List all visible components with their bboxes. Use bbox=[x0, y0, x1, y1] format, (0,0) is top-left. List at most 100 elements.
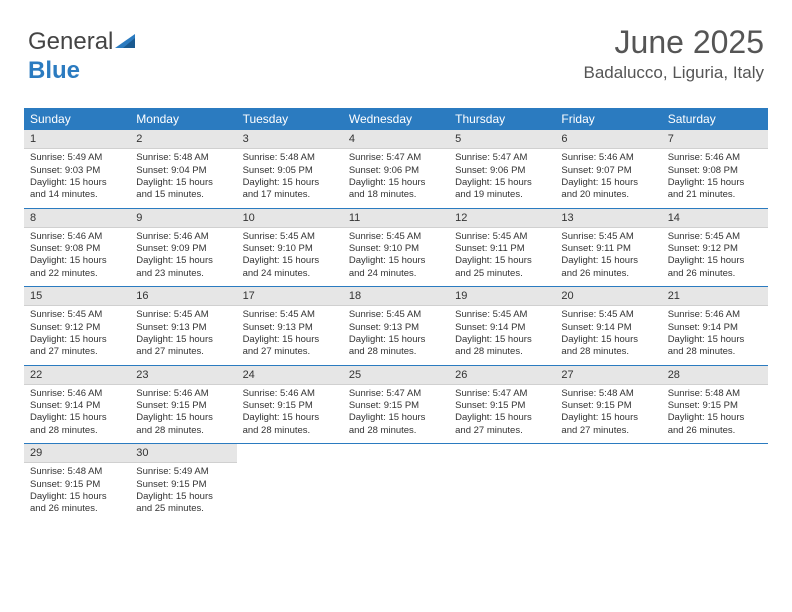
month-title: June 2025 bbox=[584, 24, 765, 61]
sunset-line: Sunset: 9:10 PM bbox=[349, 243, 443, 255]
day-number: 26 bbox=[449, 366, 555, 385]
day-cell bbox=[449, 444, 555, 522]
daylight-line: Daylight: 15 hours and 26 minutes. bbox=[668, 255, 762, 280]
day-number: 17 bbox=[237, 287, 343, 306]
col-fri: Friday bbox=[555, 108, 661, 130]
day-number: 8 bbox=[24, 209, 130, 228]
sunrise-line: Sunrise: 5:45 AM bbox=[136, 309, 230, 321]
day-cell: 5Sunrise: 5:47 AMSunset: 9:06 PMDaylight… bbox=[449, 130, 555, 208]
sunset-line: Sunset: 9:13 PM bbox=[349, 322, 443, 334]
sunset-line: Sunset: 9:14 PM bbox=[30, 400, 124, 412]
day-cell: 4Sunrise: 5:47 AMSunset: 9:06 PMDaylight… bbox=[343, 130, 449, 208]
day-body: Sunrise: 5:45 AMSunset: 9:14 PMDaylight:… bbox=[555, 306, 661, 362]
day-cell: 19Sunrise: 5:45 AMSunset: 9:14 PMDayligh… bbox=[449, 287, 555, 365]
day-body: Sunrise: 5:46 AMSunset: 9:15 PMDaylight:… bbox=[237, 385, 343, 441]
day-number: 9 bbox=[130, 209, 236, 228]
day-number: 28 bbox=[662, 366, 768, 385]
day-cell: 27Sunrise: 5:48 AMSunset: 9:15 PMDayligh… bbox=[555, 366, 661, 444]
day-body: Sunrise: 5:49 AMSunset: 9:15 PMDaylight:… bbox=[130, 463, 236, 519]
day-cell: 13Sunrise: 5:45 AMSunset: 9:11 PMDayligh… bbox=[555, 209, 661, 287]
sunset-line: Sunset: 9:04 PM bbox=[136, 165, 230, 177]
sunset-line: Sunset: 9:14 PM bbox=[561, 322, 655, 334]
day-number: 29 bbox=[24, 444, 130, 463]
daylight-line: Daylight: 15 hours and 15 minutes. bbox=[136, 177, 230, 202]
sunset-line: Sunset: 9:12 PM bbox=[668, 243, 762, 255]
day-body: Sunrise: 5:47 AMSunset: 9:06 PMDaylight:… bbox=[449, 149, 555, 205]
day-number: 22 bbox=[24, 366, 130, 385]
day-cell: 2Sunrise: 5:48 AMSunset: 9:04 PMDaylight… bbox=[130, 130, 236, 208]
sunrise-line: Sunrise: 5:46 AM bbox=[668, 309, 762, 321]
sunset-line: Sunset: 9:15 PM bbox=[136, 479, 230, 491]
day-number: 11 bbox=[343, 209, 449, 228]
day-cell: 30Sunrise: 5:49 AMSunset: 9:15 PMDayligh… bbox=[130, 444, 236, 522]
sunrise-line: Sunrise: 5:46 AM bbox=[561, 152, 655, 164]
sunset-line: Sunset: 9:15 PM bbox=[30, 479, 124, 491]
sunrise-line: Sunrise: 5:45 AM bbox=[561, 309, 655, 321]
day-number: 21 bbox=[662, 287, 768, 306]
day-cell: 9Sunrise: 5:46 AMSunset: 9:09 PMDaylight… bbox=[130, 209, 236, 287]
sunset-line: Sunset: 9:09 PM bbox=[136, 243, 230, 255]
col-mon: Monday bbox=[130, 108, 236, 130]
sunset-line: Sunset: 9:11 PM bbox=[455, 243, 549, 255]
sunrise-line: Sunrise: 5:47 AM bbox=[349, 152, 443, 164]
day-body: Sunrise: 5:45 AMSunset: 9:13 PMDaylight:… bbox=[130, 306, 236, 362]
sunset-line: Sunset: 9:06 PM bbox=[455, 165, 549, 177]
col-sun: Sunday bbox=[24, 108, 130, 130]
sunset-line: Sunset: 9:15 PM bbox=[243, 400, 337, 412]
sunrise-line: Sunrise: 5:48 AM bbox=[136, 152, 230, 164]
day-cell: 1Sunrise: 5:49 AMSunset: 9:03 PMDaylight… bbox=[24, 130, 130, 208]
day-body: Sunrise: 5:46 AMSunset: 9:08 PMDaylight:… bbox=[24, 228, 130, 284]
day-number: 7 bbox=[662, 130, 768, 149]
daylight-line: Daylight: 15 hours and 25 minutes. bbox=[136, 491, 230, 516]
daylight-line: Daylight: 15 hours and 26 minutes. bbox=[30, 491, 124, 516]
sunrise-line: Sunrise: 5:45 AM bbox=[668, 231, 762, 243]
day-body: Sunrise: 5:48 AMSunset: 9:15 PMDaylight:… bbox=[555, 385, 661, 441]
sunset-line: Sunset: 9:07 PM bbox=[561, 165, 655, 177]
sunrise-line: Sunrise: 5:48 AM bbox=[561, 388, 655, 400]
location-label: Badalucco, Liguria, Italy bbox=[584, 63, 765, 83]
day-body: Sunrise: 5:47 AMSunset: 9:15 PMDaylight:… bbox=[449, 385, 555, 441]
day-body: Sunrise: 5:45 AMSunset: 9:12 PMDaylight:… bbox=[24, 306, 130, 362]
day-cell: 24Sunrise: 5:46 AMSunset: 9:15 PMDayligh… bbox=[237, 366, 343, 444]
day-cell: 16Sunrise: 5:45 AMSunset: 9:13 PMDayligh… bbox=[130, 287, 236, 365]
day-cell bbox=[555, 444, 661, 522]
daylight-line: Daylight: 15 hours and 28 minutes. bbox=[30, 412, 124, 437]
sunrise-line: Sunrise: 5:46 AM bbox=[30, 231, 124, 243]
day-cell: 6Sunrise: 5:46 AMSunset: 9:07 PMDaylight… bbox=[555, 130, 661, 208]
daylight-line: Daylight: 15 hours and 26 minutes. bbox=[561, 255, 655, 280]
day-body: Sunrise: 5:46 AMSunset: 9:08 PMDaylight:… bbox=[662, 149, 768, 205]
sunrise-line: Sunrise: 5:47 AM bbox=[349, 388, 443, 400]
daylight-line: Daylight: 15 hours and 27 minutes. bbox=[136, 334, 230, 359]
day-body: Sunrise: 5:45 AMSunset: 9:11 PMDaylight:… bbox=[449, 228, 555, 284]
daylight-line: Daylight: 15 hours and 28 minutes. bbox=[561, 334, 655, 359]
daylight-line: Daylight: 15 hours and 22 minutes. bbox=[30, 255, 124, 280]
day-body: Sunrise: 5:45 AMSunset: 9:10 PMDaylight:… bbox=[343, 228, 449, 284]
day-body: Sunrise: 5:46 AMSunset: 9:14 PMDaylight:… bbox=[662, 306, 768, 362]
daylight-line: Daylight: 15 hours and 28 minutes. bbox=[668, 334, 762, 359]
logo-word2: Blue bbox=[28, 57, 80, 84]
daylight-line: Daylight: 15 hours and 21 minutes. bbox=[668, 177, 762, 202]
header: June 2025 Badalucco, Liguria, Italy bbox=[584, 24, 765, 83]
sunrise-line: Sunrise: 5:49 AM bbox=[136, 466, 230, 478]
sunset-line: Sunset: 9:14 PM bbox=[668, 322, 762, 334]
sunset-line: Sunset: 9:12 PM bbox=[30, 322, 124, 334]
day-number: 6 bbox=[555, 130, 661, 149]
day-cell bbox=[237, 444, 343, 522]
daylight-line: Daylight: 15 hours and 28 minutes. bbox=[349, 334, 443, 359]
day-cell: 3Sunrise: 5:48 AMSunset: 9:05 PMDaylight… bbox=[237, 130, 343, 208]
logo-word1: General bbox=[28, 28, 113, 55]
daylight-line: Daylight: 15 hours and 14 minutes. bbox=[30, 177, 124, 202]
sunset-line: Sunset: 9:11 PM bbox=[561, 243, 655, 255]
sunrise-line: Sunrise: 5:45 AM bbox=[349, 231, 443, 243]
daylight-line: Daylight: 15 hours and 24 minutes. bbox=[243, 255, 337, 280]
col-tue: Tuesday bbox=[237, 108, 343, 130]
day-number: 24 bbox=[237, 366, 343, 385]
col-sat: Saturday bbox=[662, 108, 768, 130]
col-thu: Thursday bbox=[449, 108, 555, 130]
sunset-line: Sunset: 9:15 PM bbox=[349, 400, 443, 412]
sunrise-line: Sunrise: 5:49 AM bbox=[30, 152, 124, 164]
day-body: Sunrise: 5:47 AMSunset: 9:15 PMDaylight:… bbox=[343, 385, 449, 441]
day-body: Sunrise: 5:46 AMSunset: 9:14 PMDaylight:… bbox=[24, 385, 130, 441]
logo: General Blue bbox=[28, 28, 137, 85]
day-number: 10 bbox=[237, 209, 343, 228]
